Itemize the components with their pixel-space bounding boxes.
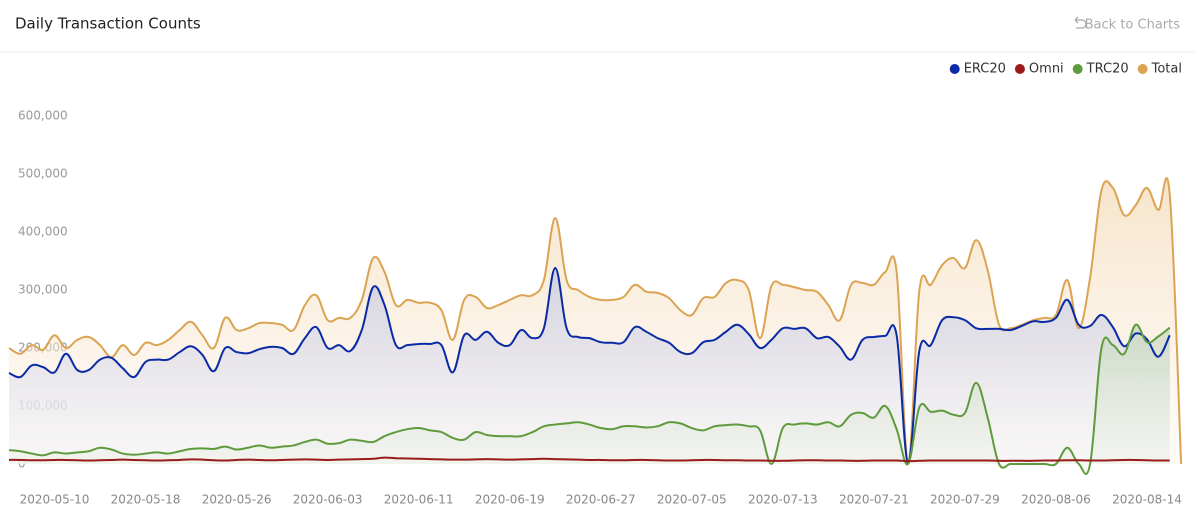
x-tick-label: 2020-07-21 xyxy=(839,493,909,507)
y-tick-label: 300,000 xyxy=(18,283,68,297)
x-tick-label: 2020-08-14 xyxy=(1112,493,1182,507)
chart-title: Daily Transaction Counts xyxy=(15,15,201,33)
legend: Total TRC20 Omni ERC20 xyxy=(949,62,1182,77)
y-tick-label: 600,000 xyxy=(18,109,68,123)
legend-label: Omni xyxy=(1029,62,1064,77)
area xyxy=(9,324,1170,474)
legend-swatch xyxy=(1137,64,1148,74)
x-tick-label: 2020-05-26 xyxy=(202,493,272,507)
series-line xyxy=(8,266,1171,464)
legend-label: ERC20 xyxy=(964,62,1006,77)
x-tick-label: 2020-05-18 xyxy=(111,493,181,507)
series-line xyxy=(8,456,1170,463)
legend-swatch xyxy=(1072,64,1083,74)
back-button[interactable]: Back to Charts xyxy=(1074,16,1181,33)
x-tick-label: 2020-07-05 xyxy=(657,493,727,507)
legend-swatch xyxy=(949,64,960,74)
x-tick-label: 2020-05-10 xyxy=(20,493,90,507)
x-tick-label: 2020-07-13 xyxy=(748,493,818,507)
back-icon xyxy=(1074,16,1087,29)
x-tick-label: 2020-06-19 xyxy=(475,493,545,507)
legend-label: TRC20 xyxy=(1086,62,1129,77)
back-link[interactable]: Back to Charts xyxy=(1085,18,1181,33)
x-tick-label: 2020-07-29 xyxy=(930,493,1000,507)
x-tick-label: 2020-06-27 xyxy=(566,493,636,507)
x-tick-label: 2020-06-11 xyxy=(384,493,454,507)
x-tick-label: 2020-08-06 xyxy=(1021,493,1091,507)
y-tick-label: 500,000 xyxy=(18,167,68,181)
series-line xyxy=(8,323,1171,475)
legend-swatch xyxy=(1014,64,1025,74)
x-tick-label: 2020-06-03 xyxy=(293,493,363,507)
legend-label: Total xyxy=(1151,62,1182,77)
series-line xyxy=(8,177,1183,465)
y-tick-label: 400,000 xyxy=(18,225,68,239)
